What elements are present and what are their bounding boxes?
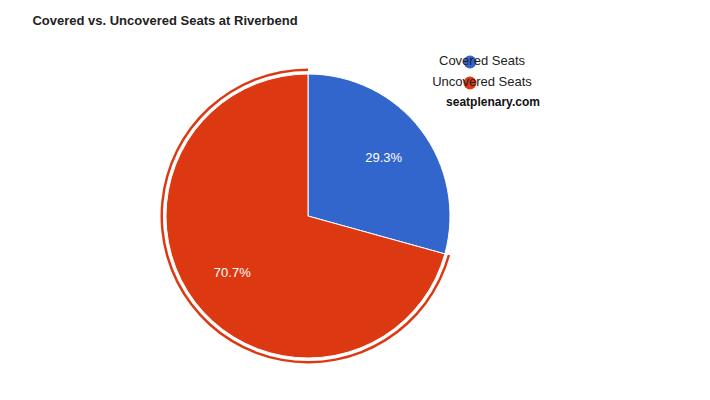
- svg-text:70.7%: 70.7%: [214, 265, 251, 280]
- svg-text:seatplenary.com: seatplenary.com: [446, 95, 540, 109]
- svg-text:Uncovered Seats: Uncovered Seats: [432, 74, 532, 89]
- svg-text:Covered Seats: Covered Seats: [439, 53, 525, 68]
- svg-text:Covered vs. Uncovered Seats at: Covered vs. Uncovered Seats at Riverbend: [32, 13, 297, 28]
- svg-text:29.3%: 29.3%: [365, 150, 402, 165]
